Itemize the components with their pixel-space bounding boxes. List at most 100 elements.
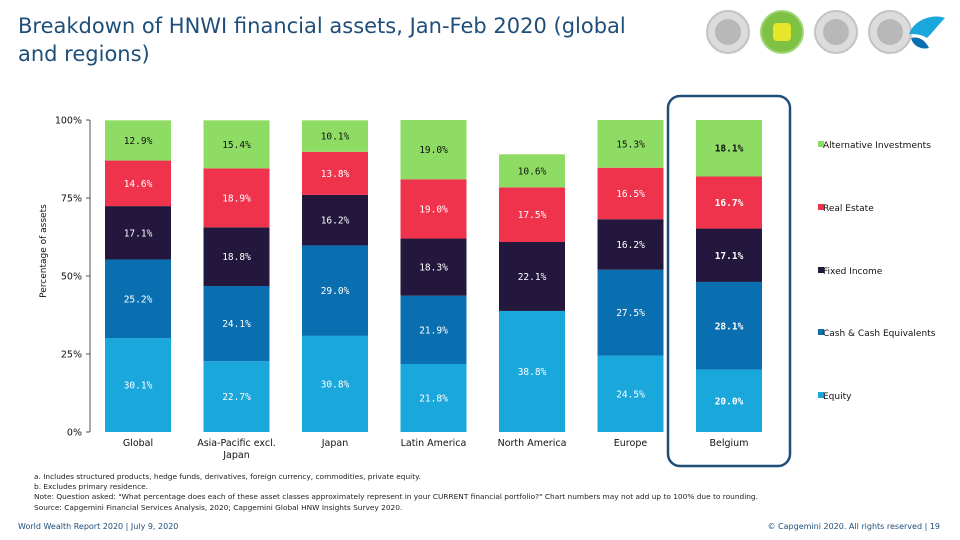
bar-segment: [499, 154, 565, 188]
data-label: 22.7%: [222, 392, 251, 403]
x-tick-label: North America: [498, 438, 567, 449]
data-label: 14.6%: [124, 179, 153, 190]
x-tick-label: Global: [123, 438, 153, 449]
data-label: 21.9%: [419, 325, 448, 336]
legend-swatch: [818, 329, 824, 335]
x-tick-label: Latin America: [401, 438, 467, 449]
map-icon[interactable]: [760, 10, 804, 54]
legend-swatch: [818, 141, 824, 147]
bar-segment: [203, 361, 270, 432]
legend-label: Alternative Investments: [823, 141, 931, 151]
data-label: 19.0%: [419, 145, 448, 156]
section-badges: [706, 10, 912, 54]
data-label: 24.1%: [222, 319, 251, 330]
bar-segment: [597, 120, 664, 168]
data-label: 16.2%: [616, 240, 645, 251]
bar-segment: [400, 120, 467, 180]
data-label: 25.2%: [124, 294, 153, 305]
legend-label: Fixed Income: [823, 267, 883, 277]
bar-segment: [499, 241, 565, 311]
y-tick-label: 25%: [61, 350, 82, 361]
stacked-bar-chart: 0% 25% 50% 75% 100% Percentage of assets 30.1%…: [39, 94, 936, 468]
footnote-a: a. Includes structured products, hedge f…: [34, 472, 421, 481]
data-label: 27.5%: [616, 308, 645, 319]
bar-segment: [302, 120, 368, 152]
legend-swatch: [818, 267, 824, 273]
legend-swatch: [818, 392, 824, 398]
bar-segment: [696, 176, 762, 229]
bar-segment: [105, 206, 171, 260]
data-label: 17.1%: [715, 251, 744, 262]
y-tick-label: 100%: [55, 116, 82, 127]
footnote-note: Note: Question asked: "What percentage d…: [34, 492, 758, 502]
data-label: 15.3%: [616, 139, 645, 150]
bar-segment: [696, 120, 762, 177]
x-tick-label: Japan: [321, 438, 349, 449]
legend-label: Equity: [823, 392, 852, 402]
data-label: 30.8%: [321, 379, 350, 390]
data-label: 16.5%: [616, 189, 645, 200]
data-label: 12.9%: [124, 136, 153, 147]
data-label: 18.9%: [222, 193, 251, 204]
seal-icon[interactable]: [814, 10, 858, 54]
bar-segment: [302, 194, 368, 246]
bar-segment: [597, 219, 664, 270]
x-tick-label: Japan: [222, 450, 250, 461]
footnote-source: Source: Capgemini Financial Services Ana…: [34, 502, 403, 512]
bar-segment: [203, 285, 270, 362]
bar-segment: [302, 245, 368, 336]
bar-segment: [400, 363, 467, 432]
y-axis-label: Percentage of assets: [39, 204, 49, 298]
data-label: 30.1%: [124, 381, 153, 392]
data-label: 20.0%: [715, 396, 744, 407]
footer-right: © Capgemini 2020. All rights reserved | …: [767, 522, 940, 531]
y-tick-label: 50%: [61, 272, 82, 283]
footnotes: a. Includes structured products, hedge f…: [34, 472, 934, 513]
bar-segment: [105, 120, 171, 161]
bar-segment: [696, 228, 762, 282]
bar-segment: [499, 310, 565, 432]
data-label: 17.1%: [124, 228, 153, 239]
legend-label: Real Estate: [823, 204, 874, 214]
bar-segment: [696, 281, 762, 370]
data-label: 28.1%: [715, 321, 744, 332]
bar-segment: [499, 187, 565, 242]
data-label: 16.2%: [321, 216, 350, 227]
bar-segment: [105, 338, 171, 432]
data-label: 17.5%: [518, 210, 547, 221]
bar-segment: [597, 355, 664, 432]
data-label: 18.3%: [419, 263, 448, 274]
data-label: 29.0%: [321, 286, 350, 297]
legend-label: Cash & Cash Equivalents: [823, 329, 936, 339]
bar-segment: [105, 259, 171, 339]
data-label: 38.8%: [518, 367, 547, 378]
page-title: Breakdown of HNWI financial assets, Jan-…: [18, 14, 626, 66]
seal-icon[interactable]: [706, 10, 750, 54]
y-tick-label: 0%: [67, 428, 82, 439]
legend-swatch: [818, 204, 824, 210]
highlight-frame: [666, 94, 792, 468]
data-label: 22.1%: [518, 272, 547, 283]
bar-segment: [203, 120, 270, 169]
data-label: 10.1%: [321, 132, 350, 143]
data-label: 15.4%: [222, 140, 251, 151]
bar-segment: [302, 151, 368, 195]
bar-segment: [400, 179, 467, 239]
bar-segment: [203, 168, 270, 228]
y-tick-label: 75%: [61, 194, 82, 205]
data-label: 21.8%: [419, 393, 448, 404]
bar-segment: [105, 160, 171, 207]
data-label: 13.8%: [321, 169, 350, 180]
bar-segment: [203, 227, 270, 286]
x-tick-label: Asia-Pacific excl.: [197, 438, 276, 449]
bar-segment: [597, 269, 664, 356]
bar-segment: [302, 335, 368, 432]
capgemini-logo-icon: [909, 16, 945, 49]
bar-segment: [400, 238, 467, 296]
data-label: 24.5%: [616, 389, 645, 400]
x-tick-label: Belgium: [710, 438, 749, 449]
x-tick-label: Europe: [614, 438, 648, 449]
data-label: 16.7%: [715, 198, 744, 209]
data-label: 19.0%: [419, 204, 448, 215]
footer-left: World Wealth Report 2020 | July 9, 2020: [18, 522, 179, 531]
